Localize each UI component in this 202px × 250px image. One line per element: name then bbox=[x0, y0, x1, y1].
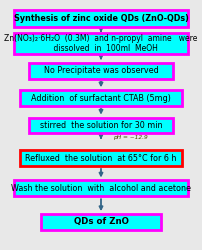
FancyBboxPatch shape bbox=[20, 90, 182, 106]
Text: No Precipitate was observed: No Precipitate was observed bbox=[44, 66, 158, 75]
FancyBboxPatch shape bbox=[20, 150, 182, 166]
Text: Zn(NO₃)₂·6H₂O  (0.3M)  and n-propyl  amine   were
    dissolved  in  100ml  MeOH: Zn(NO₃)₂·6H₂O (0.3M) and n-propyl amine … bbox=[4, 34, 198, 53]
Text: Addition  of surfactant CTAB (5mg): Addition of surfactant CTAB (5mg) bbox=[31, 94, 171, 102]
FancyBboxPatch shape bbox=[14, 180, 188, 196]
FancyBboxPatch shape bbox=[14, 10, 188, 27]
Text: Synthesis of zinc oxide QDs (ZnO-QDs): Synthesis of zinc oxide QDs (ZnO-QDs) bbox=[14, 14, 188, 23]
FancyBboxPatch shape bbox=[41, 214, 161, 230]
FancyBboxPatch shape bbox=[29, 118, 173, 134]
Text: QDs of ZnO: QDs of ZnO bbox=[74, 218, 128, 226]
Text: Wash the solution  with  alcohol and acetone: Wash the solution with alcohol and aceto… bbox=[11, 184, 191, 193]
Text: pH = ~12.9: pH = ~12.9 bbox=[113, 135, 147, 140]
FancyBboxPatch shape bbox=[29, 63, 173, 79]
Text: stirred  the solution for 30 min: stirred the solution for 30 min bbox=[40, 121, 162, 130]
FancyBboxPatch shape bbox=[14, 32, 188, 54]
Text: Refluxed  the solution  at 65°C for 6 h: Refluxed the solution at 65°C for 6 h bbox=[25, 154, 177, 162]
